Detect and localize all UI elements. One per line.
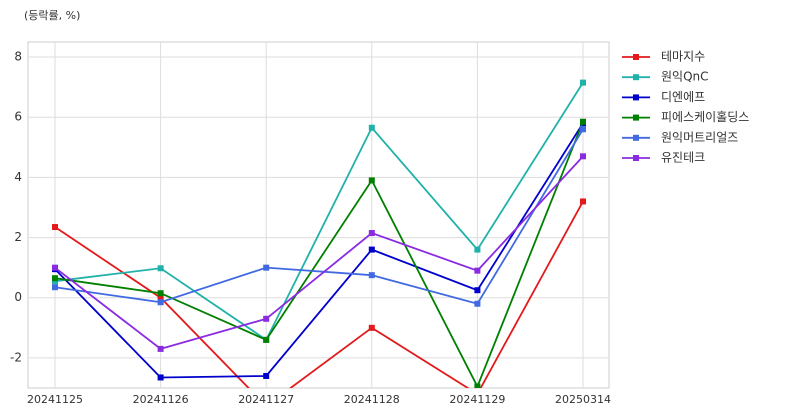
x-tick-label: 20241126 — [133, 393, 189, 406]
point-marker — [263, 336, 270, 343]
legend-label: 유진테크 — [661, 151, 705, 165]
series-line — [54, 128, 584, 305]
series-line — [54, 82, 584, 342]
point-marker — [580, 126, 586, 133]
grid: -2 0 2 4 6 8 20241125 20241126 20241127 20241128 2… — [10, 42, 611, 406]
series-line — [54, 121, 584, 388]
plot-frame — [27, 41, 610, 389]
y-tick-label: 8 — [14, 50, 22, 64]
point-marker — [157, 345, 164, 352]
point-marker — [263, 264, 270, 271]
point-marker — [368, 124, 375, 131]
point-marker — [580, 118, 586, 125]
legend-label: 원익머트리얼즈 — [661, 130, 738, 144]
point-marker — [52, 275, 58, 282]
unit-label: (등락률, %) — [24, 9, 80, 22]
y-tick-label: -2 — [10, 350, 22, 364]
legend-marker — [633, 74, 639, 81]
point-marker — [368, 272, 375, 279]
point-marker — [368, 177, 375, 184]
y-tick-label: 6 — [14, 110, 22, 124]
legend-marker — [633, 155, 639, 161]
point-marker — [52, 278, 58, 285]
x-tick-label: 20241129 — [449, 393, 505, 406]
point-marker — [263, 315, 270, 322]
point-marker — [474, 383, 481, 388]
point-marker — [474, 300, 481, 307]
point-marker — [368, 246, 375, 253]
series-layer — [52, 79, 586, 388]
point-marker — [263, 372, 270, 379]
point-marker — [157, 294, 164, 301]
point-marker — [52, 224, 58, 231]
legend-label: 테마지수 — [661, 50, 705, 64]
point-marker — [157, 374, 164, 381]
point-marker — [157, 290, 164, 297]
point-marker — [474, 267, 481, 274]
point-marker — [474, 246, 481, 253]
series-line — [54, 155, 584, 350]
legend-marker — [633, 134, 639, 141]
legend-label: 디엔에프 — [661, 90, 705, 104]
x-tick-label: 20241125 — [27, 393, 83, 406]
series-line — [54, 201, 584, 388]
point-marker — [52, 284, 58, 291]
legend-marker — [633, 54, 639, 60]
point-marker — [580, 198, 586, 205]
legend-label: 원익QnC — [661, 70, 709, 84]
point-marker — [580, 153, 586, 160]
y-tick-label: 4 — [14, 170, 22, 184]
point-marker — [52, 264, 58, 271]
x-tick-label: 20241128 — [344, 393, 400, 406]
x-tick-label: 20250314 — [555, 393, 611, 406]
legend-marker — [633, 94, 639, 101]
legend-marker — [633, 114, 639, 121]
point-marker — [157, 265, 164, 272]
point-marker — [368, 230, 375, 237]
point-marker — [580, 79, 586, 86]
y-tick-label: 2 — [14, 230, 22, 244]
point-marker — [474, 287, 481, 294]
legend-label: 피에스케이홀딩스 — [661, 110, 749, 124]
point-marker — [157, 299, 164, 306]
series-line — [54, 122, 584, 379]
point-marker — [368, 324, 375, 331]
y-tick-label: 0 — [14, 290, 22, 304]
x-tick-label: 20241127 — [238, 393, 294, 406]
